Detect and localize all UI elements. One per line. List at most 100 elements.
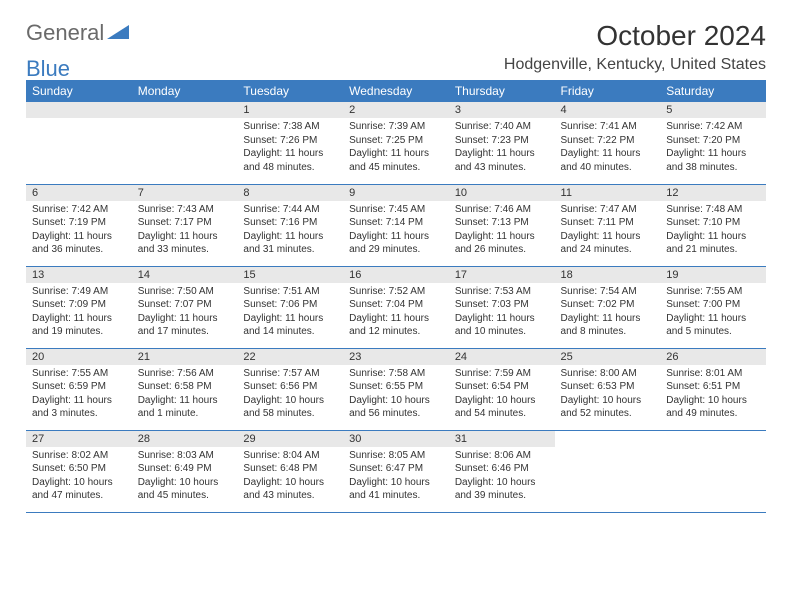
day-details: Sunrise: 8:04 AMSunset: 6:48 PMDaylight:… — [237, 447, 343, 507]
day-number: 13 — [26, 267, 132, 283]
sunrise-text: Sunrise: 8:04 AM — [243, 449, 337, 463]
calendar-day-cell — [26, 102, 132, 184]
sunset-text: Sunset: 6:59 PM — [32, 380, 126, 394]
sunset-text: Sunset: 7:19 PM — [32, 216, 126, 230]
daylight-text: Daylight: 10 hours and 58 minutes. — [243, 394, 337, 421]
calendar-day-cell: 22Sunrise: 7:57 AMSunset: 6:56 PMDayligh… — [237, 348, 343, 430]
sunset-text: Sunset: 7:00 PM — [666, 298, 760, 312]
daylight-text: Daylight: 10 hours and 43 minutes. — [243, 476, 337, 503]
col-header: Friday — [555, 80, 661, 102]
day-number: 30 — [343, 431, 449, 447]
day-details: Sunrise: 7:47 AMSunset: 7:11 PMDaylight:… — [555, 201, 661, 261]
col-header: Thursday — [449, 80, 555, 102]
daylight-text: Daylight: 11 hours and 24 minutes. — [561, 230, 655, 257]
calendar-day-cell: 11Sunrise: 7:47 AMSunset: 7:11 PMDayligh… — [555, 184, 661, 266]
day-number: 1 — [237, 102, 343, 118]
sunset-text: Sunset: 6:55 PM — [349, 380, 443, 394]
day-number: 4 — [555, 102, 661, 118]
calendar-day-cell: 15Sunrise: 7:51 AMSunset: 7:06 PMDayligh… — [237, 266, 343, 348]
day-details: Sunrise: 7:42 AMSunset: 7:19 PMDaylight:… — [26, 201, 132, 261]
day-details: Sunrise: 7:39 AMSunset: 7:25 PMDaylight:… — [343, 118, 449, 178]
calendar-day-cell: 3Sunrise: 7:40 AMSunset: 7:23 PMDaylight… — [449, 102, 555, 184]
day-details: Sunrise: 8:01 AMSunset: 6:51 PMDaylight:… — [660, 365, 766, 425]
day-number: 8 — [237, 185, 343, 201]
daylight-text: Daylight: 11 hours and 3 minutes. — [32, 394, 126, 421]
sunrise-text: Sunrise: 8:03 AM — [138, 449, 232, 463]
sunrise-text: Sunrise: 7:42 AM — [666, 120, 760, 134]
sunrise-text: Sunrise: 8:00 AM — [561, 367, 655, 381]
sunset-text: Sunset: 7:13 PM — [455, 216, 549, 230]
sunrise-text: Sunrise: 7:46 AM — [455, 203, 549, 217]
calendar-day-cell: 19Sunrise: 7:55 AMSunset: 7:00 PMDayligh… — [660, 266, 766, 348]
calendar-week-row: 1Sunrise: 7:38 AMSunset: 7:26 PMDaylight… — [26, 102, 766, 184]
calendar-week-row: 27Sunrise: 8:02 AMSunset: 6:50 PMDayligh… — [26, 430, 766, 512]
sunrise-text: Sunrise: 7:55 AM — [666, 285, 760, 299]
day-number: 11 — [555, 185, 661, 201]
daylight-text: Daylight: 11 hours and 19 minutes. — [32, 312, 126, 339]
day-details: Sunrise: 7:40 AMSunset: 7:23 PMDaylight:… — [449, 118, 555, 178]
sunset-text: Sunset: 7:09 PM — [32, 298, 126, 312]
sunrise-text: Sunrise: 8:06 AM — [455, 449, 549, 463]
day-details: Sunrise: 7:44 AMSunset: 7:16 PMDaylight:… — [237, 201, 343, 261]
calendar-day-cell: 6Sunrise: 7:42 AMSunset: 7:19 PMDaylight… — [26, 184, 132, 266]
day-number: 29 — [237, 431, 343, 447]
day-details: Sunrise: 7:57 AMSunset: 6:56 PMDaylight:… — [237, 365, 343, 425]
calendar-day-cell: 27Sunrise: 8:02 AMSunset: 6:50 PMDayligh… — [26, 430, 132, 512]
sunrise-text: Sunrise: 7:55 AM — [32, 367, 126, 381]
sunset-text: Sunset: 7:02 PM — [561, 298, 655, 312]
sunrise-text: Sunrise: 8:01 AM — [666, 367, 760, 381]
empty-day-number — [26, 102, 132, 118]
calendar-day-cell: 20Sunrise: 7:55 AMSunset: 6:59 PMDayligh… — [26, 348, 132, 430]
day-details: Sunrise: 7:49 AMSunset: 7:09 PMDaylight:… — [26, 283, 132, 343]
sunrise-text: Sunrise: 7:48 AM — [666, 203, 760, 217]
daylight-text: Daylight: 11 hours and 43 minutes. — [455, 147, 549, 174]
sunrise-text: Sunrise: 7:54 AM — [561, 285, 655, 299]
sunrise-text: Sunrise: 7:51 AM — [243, 285, 337, 299]
calendar-week-row: 13Sunrise: 7:49 AMSunset: 7:09 PMDayligh… — [26, 266, 766, 348]
day-details: Sunrise: 7:51 AMSunset: 7:06 PMDaylight:… — [237, 283, 343, 343]
sunrise-text: Sunrise: 7:49 AM — [32, 285, 126, 299]
sunset-text: Sunset: 7:06 PM — [243, 298, 337, 312]
daylight-text: Daylight: 10 hours and 41 minutes. — [349, 476, 443, 503]
month-title: October 2024 — [504, 20, 766, 52]
col-header: Tuesday — [237, 80, 343, 102]
sunset-text: Sunset: 7:16 PM — [243, 216, 337, 230]
day-number: 9 — [343, 185, 449, 201]
sunrise-text: Sunrise: 7:53 AM — [455, 285, 549, 299]
sunset-text: Sunset: 7:14 PM — [349, 216, 443, 230]
day-number: 14 — [132, 267, 238, 283]
day-number: 31 — [449, 431, 555, 447]
sunrise-text: Sunrise: 7:38 AM — [243, 120, 337, 134]
sunrise-text: Sunrise: 7:40 AM — [455, 120, 549, 134]
sunset-text: Sunset: 6:46 PM — [455, 462, 549, 476]
daylight-text: Daylight: 11 hours and 8 minutes. — [561, 312, 655, 339]
empty-day-number — [660, 431, 766, 447]
day-number: 10 — [449, 185, 555, 201]
calendar-day-cell: 14Sunrise: 7:50 AMSunset: 7:07 PMDayligh… — [132, 266, 238, 348]
location-text: Hodgenville, Kentucky, United States — [504, 56, 766, 74]
sunrise-text: Sunrise: 7:41 AM — [561, 120, 655, 134]
day-number: 19 — [660, 267, 766, 283]
day-number: 5 — [660, 102, 766, 118]
sunset-text: Sunset: 6:56 PM — [243, 380, 337, 394]
day-number: 24 — [449, 349, 555, 365]
day-details: Sunrise: 7:55 AMSunset: 6:59 PMDaylight:… — [26, 365, 132, 425]
daylight-text: Daylight: 10 hours and 54 minutes. — [455, 394, 549, 421]
day-details: Sunrise: 8:02 AMSunset: 6:50 PMDaylight:… — [26, 447, 132, 507]
daylight-text: Daylight: 11 hours and 36 minutes. — [32, 230, 126, 257]
day-details: Sunrise: 7:56 AMSunset: 6:58 PMDaylight:… — [132, 365, 238, 425]
calendar-day-cell: 29Sunrise: 8:04 AMSunset: 6:48 PMDayligh… — [237, 430, 343, 512]
day-details: Sunrise: 7:38 AMSunset: 7:26 PMDaylight:… — [237, 118, 343, 178]
calendar-day-cell: 21Sunrise: 7:56 AMSunset: 6:58 PMDayligh… — [132, 348, 238, 430]
daylight-text: Daylight: 11 hours and 31 minutes. — [243, 230, 337, 257]
sunrise-text: Sunrise: 7:52 AM — [349, 285, 443, 299]
daylight-text: Daylight: 11 hours and 12 minutes. — [349, 312, 443, 339]
calendar-day-cell: 18Sunrise: 7:54 AMSunset: 7:02 PMDayligh… — [555, 266, 661, 348]
day-details: Sunrise: 7:50 AMSunset: 7:07 PMDaylight:… — [132, 283, 238, 343]
day-number: 28 — [132, 431, 238, 447]
daylight-text: Daylight: 10 hours and 47 minutes. — [32, 476, 126, 503]
sunrise-text: Sunrise: 7:56 AM — [138, 367, 232, 381]
sunrise-text: Sunrise: 7:50 AM — [138, 285, 232, 299]
day-details: Sunrise: 7:46 AMSunset: 7:13 PMDaylight:… — [449, 201, 555, 261]
day-details: Sunrise: 7:58 AMSunset: 6:55 PMDaylight:… — [343, 365, 449, 425]
